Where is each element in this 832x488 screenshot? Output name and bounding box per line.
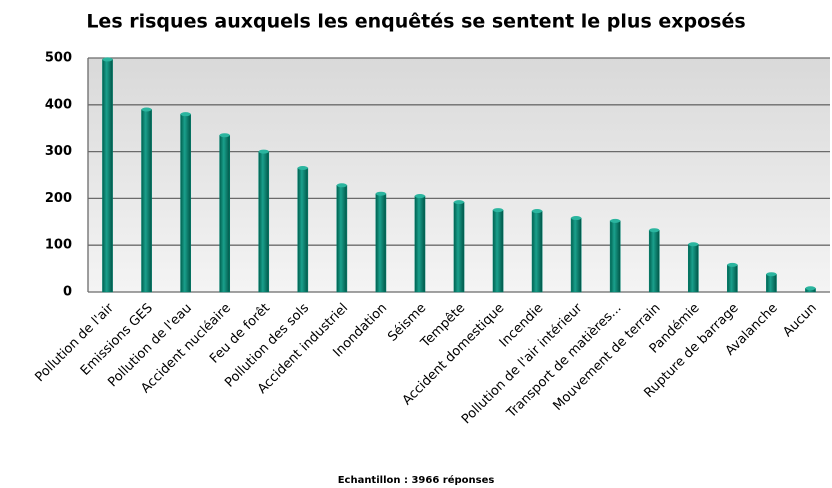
bar (805, 286, 816, 293)
bar (336, 183, 348, 293)
y-tick-label: 500 (45, 51, 72, 66)
y-tick-label: 200 (45, 191, 72, 206)
y-tick-label: 400 (45, 97, 72, 112)
bar (648, 228, 660, 293)
bar (687, 242, 699, 293)
x-tick-label: Aucun (780, 301, 819, 340)
y-tick-label: 0 (63, 285, 72, 300)
note: Echantillon : 3966 réponses (338, 474, 495, 486)
bar (219, 133, 231, 293)
bar (727, 262, 738, 293)
bar (766, 272, 777, 293)
bar (609, 218, 621, 293)
bar (258, 149, 270, 293)
bar (453, 200, 465, 293)
bar (492, 208, 504, 293)
bar (180, 112, 191, 293)
chart-title: Les risques auxquels les enquêtés se sen… (86, 11, 745, 33)
bar (570, 216, 582, 293)
bar (297, 165, 309, 293)
bar (375, 191, 387, 293)
bar (531, 209, 543, 293)
y-tick-label: 300 (45, 144, 72, 159)
bar (102, 57, 113, 293)
bar (141, 107, 152, 293)
y-tick-label: 100 (45, 238, 72, 253)
bar (414, 194, 426, 293)
